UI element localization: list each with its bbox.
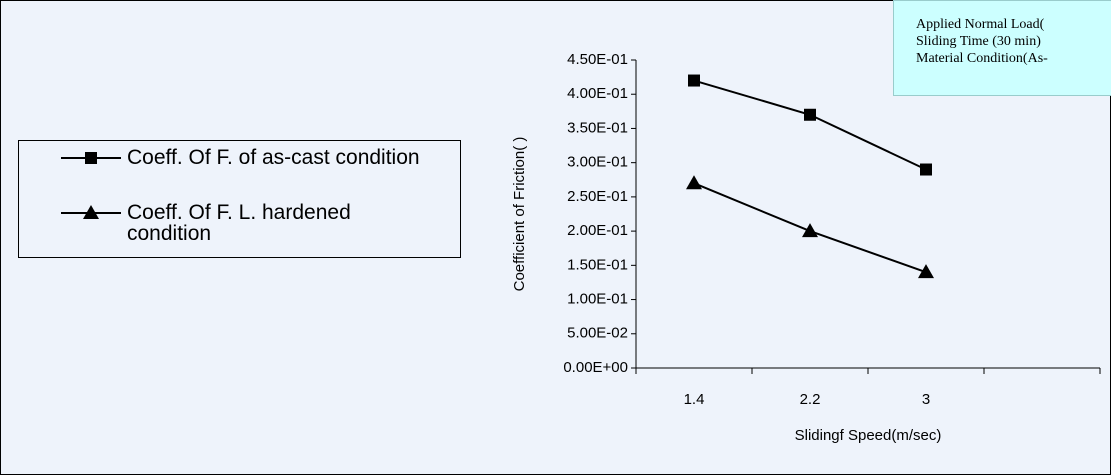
legend: Coeff. Of F. of as-cast condition Coeff. … [18,140,461,258]
marker [85,152,97,164]
x-tick-label: 1.4 [684,391,705,408]
legend-icon [61,205,121,219]
series-line [693,79,927,171]
y-tick-label: 0.00E+00 [563,359,628,376]
x-tick-label: 2.2 [800,391,821,408]
y-tick-label: 5.00E-02 [567,325,628,342]
y-tick-label: 4.50E-01 [567,51,628,68]
legend-label: Coeff. Of F. of as-cast condition [127,146,420,169]
y-tick-label: 4.00E-01 [567,85,628,102]
x-tick-label: 3 [922,391,930,408]
x-axis-label: Slidingf Speed(m/sec) [795,427,942,444]
marker [920,163,932,176]
legend-icon [61,152,121,164]
annotation-line: Sliding Time (30 min) [916,34,1041,49]
marker [688,74,700,87]
y-tick-label: 3.00E-01 [567,154,628,171]
marker [918,264,934,279]
y-axis-label: Coefficient of Friction( ) [511,137,528,292]
y-tick-label: 1.50E-01 [567,256,628,273]
marker [686,175,702,190]
y-tick-label: 2.50E-01 [567,188,628,205]
marker [804,108,816,121]
marker [802,223,818,238]
annotation-line: Applied Normal Load( [916,17,1045,32]
marker [83,205,99,219]
y-tick-label: 2.00E-01 [567,222,628,239]
annotation-box: Applied Normal Load( Sliding Time (30 min… [893,0,1111,96]
y-tick-label: 1.00E-01 [567,291,628,308]
y-tick-label: 3.50E-01 [567,119,628,136]
legend-label: Coeff. Of F. L. hardened condition [127,201,351,245]
annotation-line: Material Condition(As- [916,51,1048,66]
